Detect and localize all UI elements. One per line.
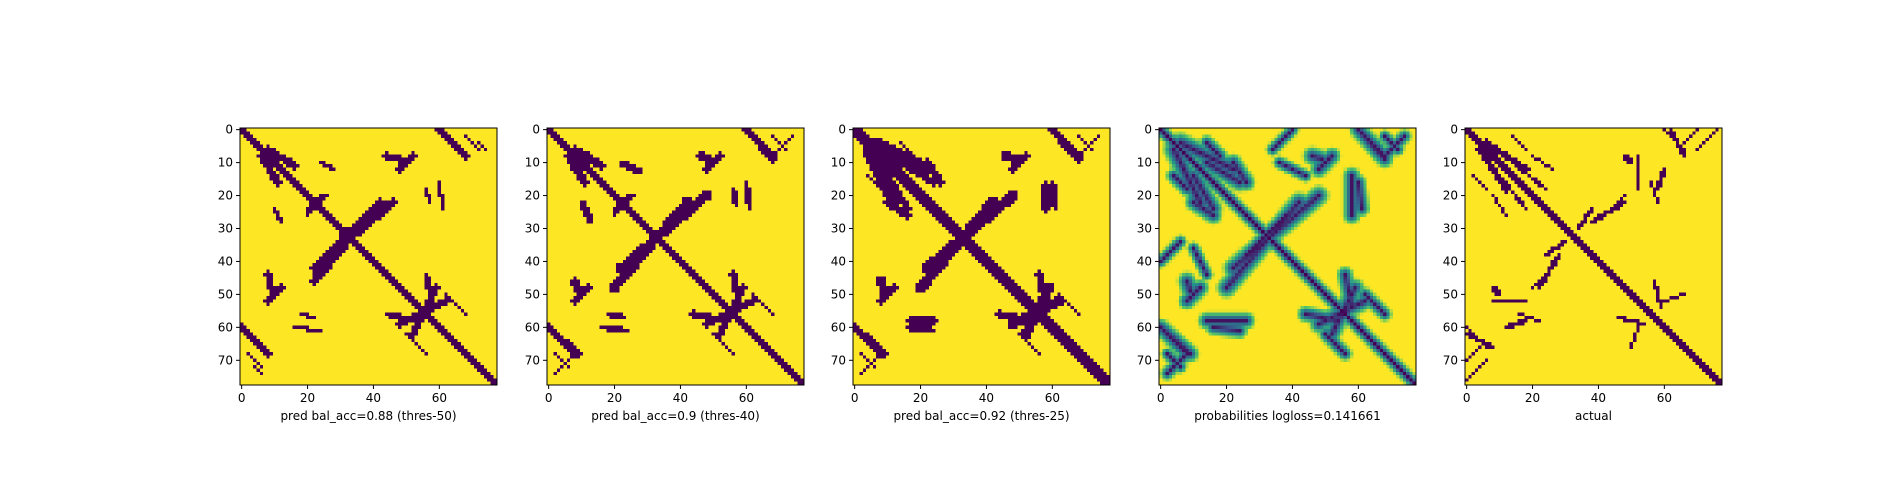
y-tick-label: 60 <box>1137 320 1152 334</box>
y-tick-label: 30 <box>218 221 233 235</box>
heatmap-image <box>547 128 804 385</box>
y-tick-label: 40 <box>218 254 233 268</box>
x-tick-label: 40 <box>1285 391 1300 405</box>
heatmap-panel-pred-40: 0 20 40 60 0 10 20 30 40 50 60 70 pred bal_acc=0.9 (… <box>525 123 805 423</box>
y-tick-label: 40 <box>831 254 846 268</box>
y-tick-label: 10 <box>1137 156 1152 170</box>
x-tick-label: 0 <box>238 391 246 405</box>
y-tick-label: 50 <box>1137 287 1152 301</box>
y-tick-label: 10 <box>525 156 540 170</box>
y-tick-label: 30 <box>1443 221 1458 235</box>
x-tick-label: 60 <box>1351 391 1366 405</box>
heatmap-panel-actual: 0 20 40 60 0 10 20 30 40 50 60 70 actual <box>1443 123 1723 423</box>
y-tick-label: 10 <box>218 156 233 170</box>
x-tick-label: 20 <box>300 391 315 405</box>
x-axis-label: pred bal_acc=0.9 (thres-40) <box>591 409 760 423</box>
x-tick-label: 20 <box>1525 391 1540 405</box>
x-tick-label: 40 <box>979 391 994 405</box>
y-tick-label: 0 <box>225 123 233 137</box>
x-tick-label: 40 <box>673 391 688 405</box>
y-tick-label: 50 <box>831 287 846 301</box>
heatmap-image <box>1159 128 1416 385</box>
x-tick-label: 60 <box>1045 391 1060 405</box>
y-tick-label: 0 <box>532 123 540 137</box>
y-tick-label: 0 <box>1450 123 1458 137</box>
x-tick-label: 0 <box>545 391 553 405</box>
heatmap-panel-pred-50: 0 20 40 60 0 10 20 30 40 50 60 70 pred bal_acc=0.88 … <box>218 123 498 423</box>
x-axis-label: pred bal_acc=0.92 (thres-25) <box>893 409 1069 423</box>
y-tick-label: 30 <box>525 221 540 235</box>
y-tick-label: 20 <box>525 189 540 203</box>
y-tick-label: 20 <box>218 189 233 203</box>
y-tick-label: 0 <box>1144 123 1152 137</box>
axes-frame <box>852 127 1111 386</box>
y-tick-label: 50 <box>218 287 233 301</box>
x-tick-label: 20 <box>1219 391 1234 405</box>
y-tick-label: 40 <box>525 254 540 268</box>
y-tick-label: 20 <box>1137 189 1152 203</box>
y-tick-label: 50 <box>525 287 540 301</box>
x-tick-label: 20 <box>913 391 928 405</box>
y-tick-label: 60 <box>1443 320 1458 334</box>
y-tick-label: 10 <box>1443 156 1458 170</box>
y-tick-label: 40 <box>1443 254 1458 268</box>
x-axis-label: actual <box>1575 409 1612 423</box>
heatmap-panel-probabilities: 0 20 40 60 0 10 20 30 40 50 60 70 probabilities logl… <box>1137 123 1417 423</box>
y-tick-label: 30 <box>1137 221 1152 235</box>
y-tick-label: 20 <box>831 189 846 203</box>
y-tick-label: 70 <box>1137 353 1152 367</box>
heatmap-panel-pred-25: 0 20 40 60 0 10 20 30 40 50 60 70 pred bal_acc=0.92 … <box>831 123 1111 423</box>
axes-frame <box>546 127 805 386</box>
heatmap-image <box>1465 128 1722 385</box>
y-tick-label: 70 <box>831 353 846 367</box>
x-tick-label: 60 <box>1657 391 1672 405</box>
x-tick-label: 40 <box>1591 391 1606 405</box>
y-tick-label: 60 <box>525 320 540 334</box>
x-tick-label: 60 <box>739 391 754 405</box>
axes-frame <box>1158 127 1417 386</box>
x-tick-label: 40 <box>366 391 381 405</box>
x-axis-label: pred bal_acc=0.88 (thres-50) <box>280 409 456 423</box>
y-tick-label: 20 <box>1443 189 1458 203</box>
y-tick-label: 70 <box>525 353 540 367</box>
x-tick-label: 0 <box>851 391 859 405</box>
x-axis-label: probabilities logloss=0.141661 <box>1194 409 1381 423</box>
y-tick-label: 70 <box>218 353 233 367</box>
heatmap-image <box>853 128 1110 385</box>
axes-frame <box>1464 127 1723 386</box>
y-tick-label: 60 <box>218 320 233 334</box>
x-tick-label: 0 <box>1157 391 1165 405</box>
heatmap-image <box>240 128 497 385</box>
axes-frame <box>239 127 498 386</box>
y-tick-label: 60 <box>831 320 846 334</box>
y-tick-label: 30 <box>831 221 846 235</box>
y-tick-label: 70 <box>1443 353 1458 367</box>
y-tick-label: 40 <box>1137 254 1152 268</box>
y-tick-label: 10 <box>831 156 846 170</box>
x-tick-label: 60 <box>432 391 447 405</box>
x-tick-label: 20 <box>607 391 622 405</box>
y-tick-label: 0 <box>838 123 846 137</box>
x-tick-label: 0 <box>1463 391 1471 405</box>
y-tick-label: 50 <box>1443 287 1458 301</box>
